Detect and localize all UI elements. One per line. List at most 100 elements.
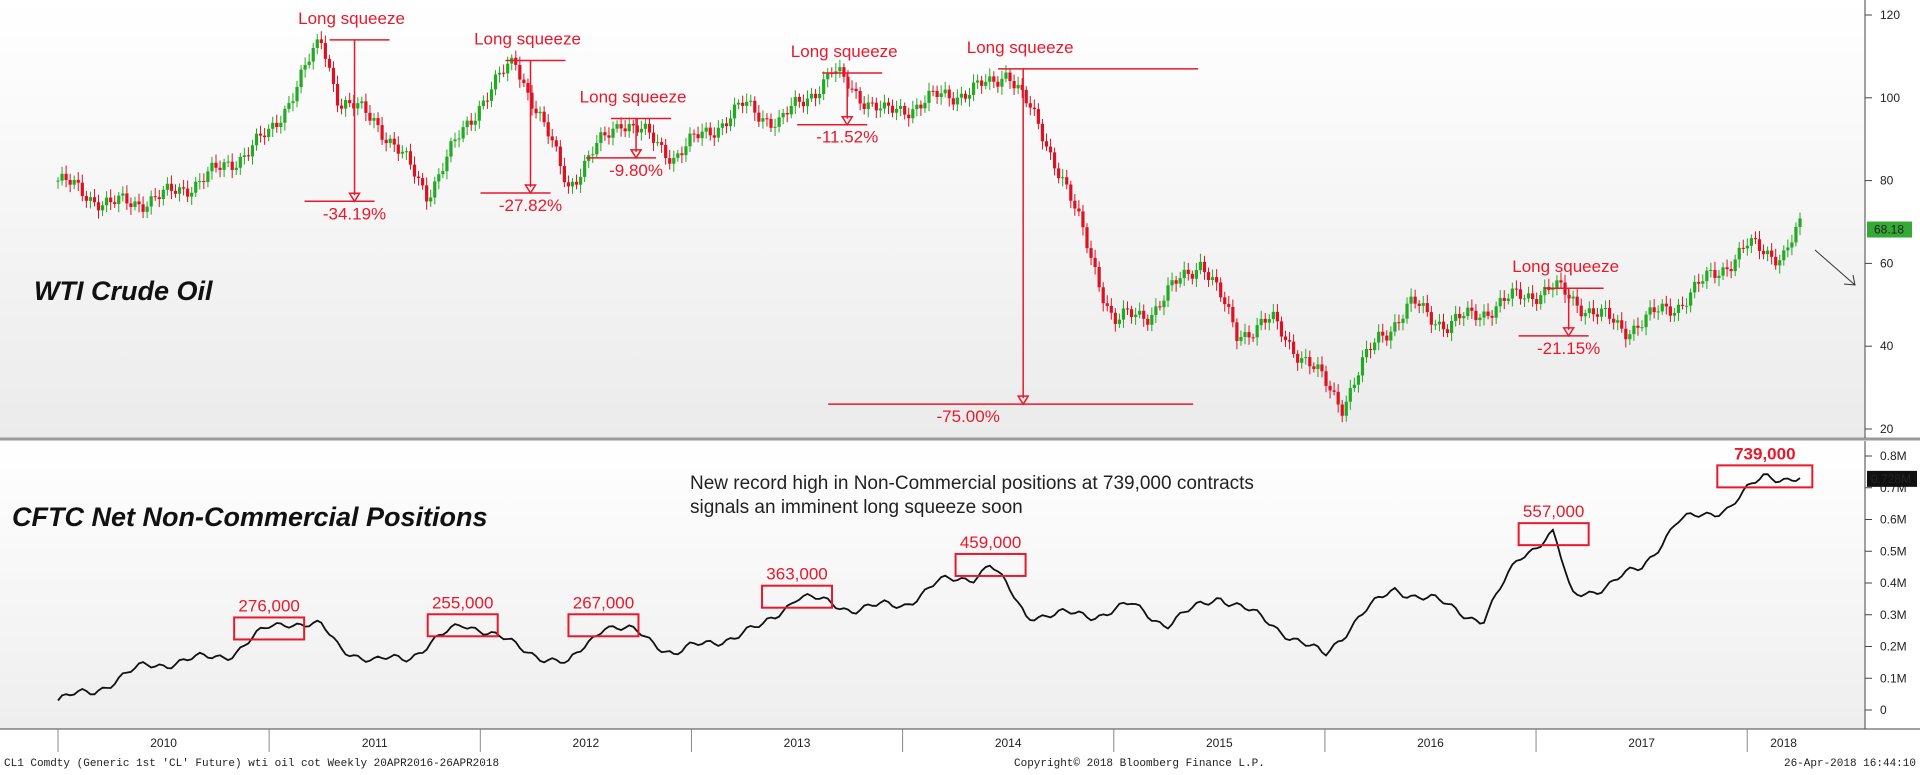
candle-body — [1105, 303, 1109, 306]
candle-body — [319, 39, 323, 44]
candle-body — [607, 135, 611, 138]
candle-body — [453, 139, 457, 142]
candle-body — [822, 79, 826, 94]
position-box — [567, 613, 640, 638]
candle-body — [1652, 307, 1656, 313]
candle-body — [1551, 288, 1555, 290]
candle-body — [323, 43, 327, 59]
candle-body — [1656, 311, 1660, 313]
candle-body — [461, 127, 465, 139]
candle-body — [506, 63, 510, 74]
candle-body — [1502, 297, 1506, 301]
candle-body — [1267, 319, 1271, 323]
squeeze-arrow-head — [524, 184, 537, 195]
candle-body — [299, 69, 303, 87]
candle-body — [1433, 324, 1437, 326]
positions-line-layer — [57, 473, 1801, 702]
candle-body — [813, 93, 818, 99]
candle-body — [615, 124, 619, 129]
position-label: 363,000 — [766, 565, 827, 584]
candle-body — [1664, 303, 1668, 307]
annotations-layer: Long squeeze -34.19% Long squeeze -27.82% Lo… — [233, 9, 1814, 641]
candle-body — [805, 98, 810, 107]
candle-body — [1425, 303, 1429, 313]
candle-body — [955, 97, 959, 105]
squeeze-label: Long squeeze — [791, 42, 898, 61]
candle-body — [60, 173, 64, 181]
candle-body — [194, 181, 198, 193]
candle-body — [1522, 298, 1527, 300]
candle-body — [1741, 247, 1745, 249]
candle-body — [1198, 261, 1203, 271]
candle-body — [250, 145, 255, 157]
candle-body — [1255, 325, 1259, 338]
candle-body — [635, 125, 639, 133]
candle-body — [1210, 277, 1215, 280]
candle-body — [1202, 261, 1207, 273]
candle-body — [1757, 239, 1762, 251]
candle-body — [1684, 305, 1689, 307]
squeeze-change-label: -11.52% — [816, 128, 878, 147]
candle-body — [222, 162, 226, 170]
candle-body — [1287, 340, 1292, 342]
candle-body — [826, 73, 830, 80]
candle-body — [1263, 318, 1267, 323]
candle-body — [692, 133, 696, 135]
candle-body — [951, 98, 955, 105]
candle-body — [1235, 322, 1239, 341]
candle-body — [789, 105, 793, 115]
candle-body — [890, 105, 895, 113]
candle-body — [1166, 285, 1170, 301]
candle-body — [745, 101, 749, 106]
candle-body — [777, 117, 781, 127]
candle-body — [230, 161, 234, 170]
candle-body — [1733, 259, 1737, 272]
position-label: 255,000 — [432, 593, 493, 612]
candle-body — [1275, 311, 1279, 322]
position-box — [954, 552, 1027, 577]
candle-body — [583, 160, 587, 177]
candle-body — [303, 65, 307, 70]
candle-body — [100, 205, 105, 211]
candle-body — [307, 61, 311, 66]
candle-body — [502, 72, 506, 74]
candle-body — [919, 104, 923, 109]
candle-body — [1689, 292, 1693, 306]
candle-body — [1292, 341, 1296, 354]
candle-body — [356, 103, 360, 109]
candle-body — [165, 183, 169, 190]
candle-body — [1239, 337, 1243, 341]
positions-panel-title: CFTC Net Non-Commercial Positions — [12, 502, 488, 532]
candle-body — [392, 138, 396, 145]
candle-body — [1093, 257, 1097, 268]
candle-body — [1077, 208, 1081, 212]
candle-body — [1587, 308, 1591, 314]
candle-body — [1745, 245, 1749, 249]
candle-body — [1616, 320, 1620, 323]
candle-body — [64, 173, 68, 181]
candle-body — [352, 103, 356, 109]
candle-body — [1352, 384, 1356, 389]
candle-body — [441, 171, 445, 175]
candle-body — [161, 189, 165, 200]
candle-body — [1494, 306, 1498, 318]
candle-body — [1786, 247, 1790, 251]
candle-body — [1526, 293, 1531, 299]
candle-body — [1121, 308, 1126, 320]
candle-body — [530, 92, 534, 109]
candle-body — [963, 93, 968, 99]
candle-body — [1069, 184, 1073, 201]
candle-body — [1271, 311, 1275, 320]
candle-body — [1705, 270, 1709, 282]
candle-body — [1798, 218, 1802, 227]
squeeze-arrow-head — [1016, 395, 1030, 406]
candle-body — [1389, 331, 1393, 341]
candle-body — [263, 135, 267, 138]
candle-body — [842, 67, 846, 77]
candle-body — [959, 93, 964, 98]
candle-body — [315, 39, 319, 48]
candle-body — [226, 161, 230, 163]
candle-body — [1761, 250, 1766, 255]
candle-body — [449, 141, 453, 157]
candle-body — [1474, 310, 1478, 321]
